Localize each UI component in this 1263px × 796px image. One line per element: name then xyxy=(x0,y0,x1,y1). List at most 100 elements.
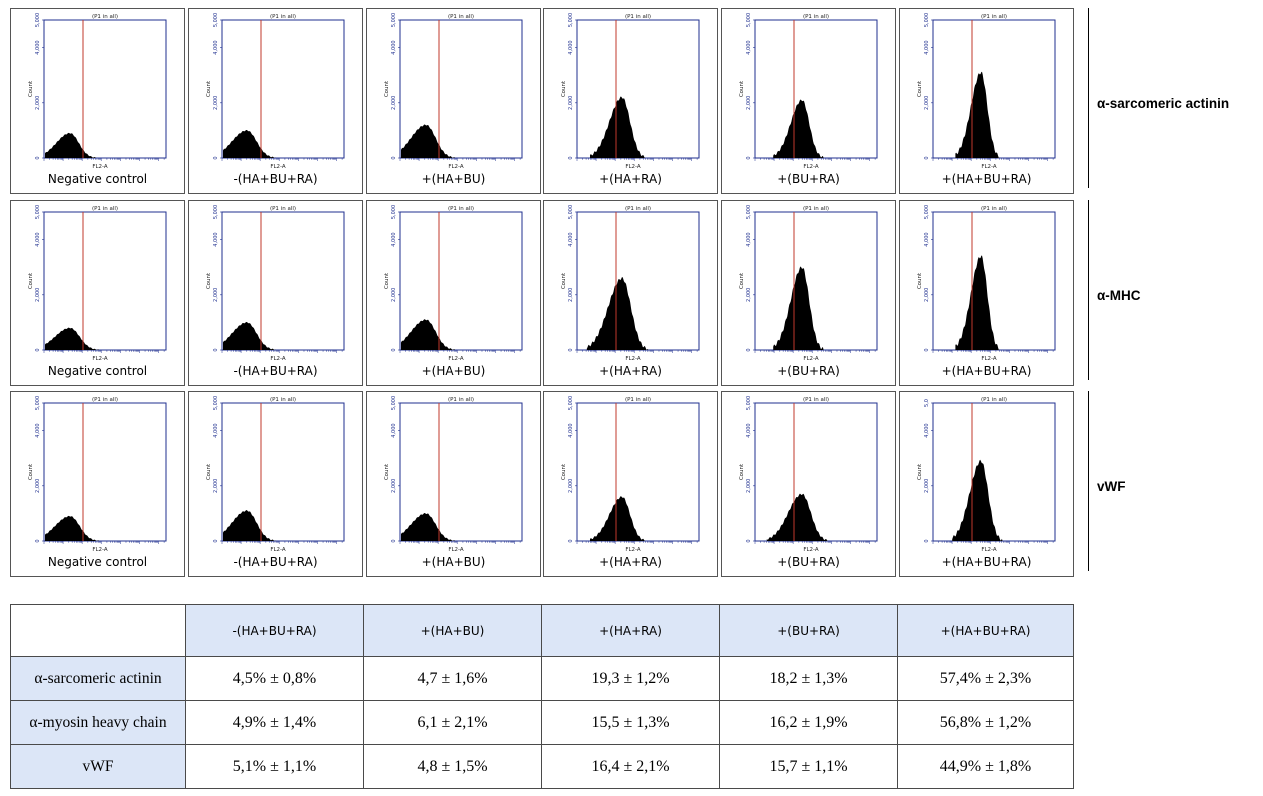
histogram-panel: (P1 in all) 0 2,000 4,000 5,000 Count FL2-A +(B… xyxy=(721,8,896,194)
y-tick-label: 0 xyxy=(391,156,397,159)
histogram-series xyxy=(773,99,823,158)
row-bracket-line xyxy=(1088,200,1089,380)
y-tick-label: 4,000 xyxy=(35,232,41,246)
y-tick-label: 2,000 xyxy=(213,96,219,110)
y-tick-label: 0 xyxy=(746,539,752,542)
y-tick-label: 0 xyxy=(35,348,41,351)
histogram-panel: (P1 in all) 0 2,000 4,000 5,000 Count FL2-A Neg… xyxy=(10,200,185,386)
condition-caption: +(BU+RA) xyxy=(722,364,895,378)
gate-label: (P1 in all) xyxy=(448,14,474,20)
marker-row-label: α-MHC xyxy=(1097,288,1141,303)
y-tick-label: 2,000 xyxy=(746,96,752,110)
histogram-series xyxy=(45,516,99,541)
x-axis-label: FL2-A xyxy=(803,547,819,553)
gate-label: (P1 in all) xyxy=(803,397,829,403)
histogram-series xyxy=(590,96,646,158)
y-axis-label: Count xyxy=(384,80,390,97)
histogram-panel: (P1 in all) 0 2,000 4,000 5,000 Count FL2-A +(H… xyxy=(543,391,718,577)
y-tick-label: 4,000 xyxy=(568,423,574,437)
marker-row-label: α-sarcomeric actinin xyxy=(1097,96,1229,111)
table-row-label: vWF xyxy=(11,745,186,789)
histogram-series xyxy=(223,322,276,350)
y-tick-label: 5,000 xyxy=(746,13,752,27)
y-tick-label: 2,000 xyxy=(35,96,41,110)
y-tick-label: 0 xyxy=(568,539,574,542)
histogram-plot: (P1 in all) 0 2,000 4,000 5,000 Count FL2-A xyxy=(189,9,362,193)
histogram-series xyxy=(45,133,96,158)
condition-caption: -(HA+BU+RA) xyxy=(189,172,362,186)
histogram-plot: (P1 in all) 0 2,000 4,000 5,0 Count FL2-A xyxy=(900,392,1073,576)
plot-frame xyxy=(933,20,1055,158)
table-row: vWF 5,1% ± 1,1% 4,8 ± 1,5% 16,4 ± 2,1% 1… xyxy=(11,745,1074,789)
histogram-plot: (P1 in all) 0 2,000 4,000 5,000 Count FL2-A xyxy=(544,201,717,385)
y-tick-label: 2,000 xyxy=(213,479,219,493)
y-tick-label: 4,000 xyxy=(746,423,752,437)
histogram-series xyxy=(223,510,276,541)
histogram-series xyxy=(45,328,99,350)
histogram-series xyxy=(767,494,829,541)
histogram-panel: (P1 in all) 0 2,000 4,000 5,000 Count FL2-A +(H… xyxy=(543,200,718,386)
table-row: α-myosin heavy chain 4,9% ± 1,4% 6,1 ± 2… xyxy=(11,701,1074,745)
gate-label: (P1 in all) xyxy=(981,14,1007,20)
table-cell: 16,4 ± 2,1% xyxy=(542,745,720,789)
histogram-series xyxy=(955,255,1000,350)
table-cell: 16,2 ± 1,9% xyxy=(720,701,898,745)
y-tick-label: 2,000 xyxy=(924,479,930,493)
plot-frame xyxy=(755,20,877,158)
histogram-series xyxy=(952,460,1002,541)
table-cell: 44,9% ± 1,8% xyxy=(898,745,1074,789)
table-cell: 4,7 ± 1,6% xyxy=(364,657,542,701)
y-axis-label: Count xyxy=(384,463,390,480)
y-tick-label: 5,000 xyxy=(568,13,574,27)
table-row-label: α-sarcomeric actinin xyxy=(11,657,186,701)
y-axis-label: Count xyxy=(206,80,212,97)
x-axis-label: FL2-A xyxy=(803,164,819,170)
gate-label: (P1 in all) xyxy=(803,206,829,212)
table-cell: 5,1% ± 1,1% xyxy=(186,745,364,789)
y-tick-label: 4,000 xyxy=(746,232,752,246)
histogram-panel: (P1 in all) 0 2,000 4,000 5,000 Count FL2-A -(H… xyxy=(188,200,363,386)
table-cell: 57,4% ± 2,3% xyxy=(898,657,1074,701)
histogram-series xyxy=(590,496,646,541)
histogram-plot: (P1 in all) 0 2,000 4,000 5,000 Count FL2-A xyxy=(722,201,895,385)
y-tick-label: 5,000 xyxy=(746,205,752,219)
table-header-cell: +(HA+RA) xyxy=(542,605,720,657)
plot-frame xyxy=(577,212,699,350)
y-axis-label: Count xyxy=(28,272,34,289)
y-tick-label: 5,000 xyxy=(746,396,752,410)
y-tick-label: 2,000 xyxy=(746,479,752,493)
y-tick-label: 2,000 xyxy=(213,288,219,302)
gate-label: (P1 in all) xyxy=(981,206,1007,212)
condition-caption: +(HA+BU) xyxy=(367,555,540,569)
x-axis-label: FL2-A xyxy=(92,164,108,170)
histogram-panel: (P1 in all) 0 2,000 4,000 5,000 Count FL2-A +(H… xyxy=(366,200,541,386)
row-bracket-line xyxy=(1088,391,1089,571)
histogram-panel: (P1 in all) 0 2,000 4,000 5,0 Count FL2-A +(HA+… xyxy=(899,391,1074,577)
condition-caption: +(HA+BU) xyxy=(367,172,540,186)
x-axis-label: FL2-A xyxy=(625,547,641,553)
y-tick-label: 5,000 xyxy=(568,205,574,219)
y-tick-label: 4,000 xyxy=(391,423,397,437)
plot-frame xyxy=(755,212,877,350)
gate-label: (P1 in all) xyxy=(625,206,651,212)
gate-label: (P1 in all) xyxy=(270,14,296,20)
histogram-panel: (P1 in all) 0 2,000 4,000 5,000 Count FL2-A -(H… xyxy=(188,8,363,194)
histogram-plot: (P1 in all) 0 2,000 4,000 5,000 Count FL2-A xyxy=(900,201,1073,385)
y-tick-label: 2,000 xyxy=(924,96,930,110)
histogram-plot: (P1 in all) 0 2,000 4,000 5,000 Count FL2-A xyxy=(189,392,362,576)
plot-frame xyxy=(577,20,699,158)
histogram-panel: (P1 in all) 0 2,000 4,000 5,000 Count FL2-A +(H… xyxy=(366,8,541,194)
y-tick-label: 2,000 xyxy=(746,288,752,302)
condition-caption: +(HA+BU) xyxy=(367,364,540,378)
y-axis-label: Count xyxy=(561,463,567,480)
y-tick-label: 0 xyxy=(924,539,930,542)
x-axis-label: FL2-A xyxy=(92,356,108,362)
histogram-plot: (P1 in all) 0 2,000 4,000 5,000 Count FL2-A xyxy=(11,201,184,385)
y-axis-label: Count xyxy=(917,272,923,289)
histogram-panel: (P1 in all) 0 2,000 4,000 5,000 Count FL2-A +(H… xyxy=(543,8,718,194)
table-cell: 4,9% ± 1,4% xyxy=(186,701,364,745)
y-axis-label: Count xyxy=(739,80,745,97)
y-tick-label: 2,000 xyxy=(924,288,930,302)
table-header-cell: +(HA+BU+RA) xyxy=(898,605,1074,657)
y-tick-label: 2,000 xyxy=(35,288,41,302)
